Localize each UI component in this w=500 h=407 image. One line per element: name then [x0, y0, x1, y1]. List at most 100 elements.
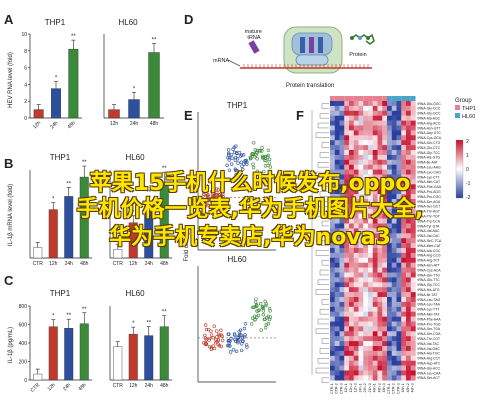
heatmap-cell	[410, 350, 416, 356]
heatmap-cell	[406, 375, 411, 381]
heatmap-cell	[344, 125, 350, 131]
heatmap-cell	[410, 331, 416, 337]
heatmap-cell	[410, 174, 416, 180]
heatmap-cell	[387, 135, 392, 141]
heatmap-cell	[387, 154, 392, 160]
heatmap-cell	[377, 297, 383, 303]
heatmap-cell	[401, 105, 407, 111]
heatmap-cell	[363, 110, 369, 116]
heatmap-cell	[406, 282, 411, 288]
heatmap-cell	[363, 267, 369, 273]
heatmap-cell	[377, 360, 383, 366]
heatmap-cell	[391, 301, 397, 307]
heatmap-cell	[387, 150, 392, 156]
panel-a-left-y-tick-label: 2	[24, 99, 27, 105]
heatmap-cell	[363, 301, 369, 307]
heatmap-cell	[344, 287, 350, 293]
heatmap-cell	[377, 375, 383, 381]
heatmap-cell	[401, 179, 407, 185]
panel-a-left-axes: 10 8 6 4 2 0 12h * 24h ** 48h	[21, 32, 82, 130]
true-significance-mark: **	[162, 310, 167, 316]
heatmap-cell	[358, 375, 364, 381]
heatmap-cell	[410, 179, 416, 185]
dendrogram-branch	[321, 299, 329, 305]
panel-a-ylabel: HEV RNA level (fold)	[8, 52, 14, 108]
heatmap-cell	[387, 336, 392, 342]
heatmap-cell	[363, 248, 369, 254]
heatmap-cell	[396, 164, 402, 170]
heatmap-cell	[363, 223, 369, 229]
panel-e-top-point	[241, 153, 246, 157]
heatmap-cell	[410, 101, 416, 107]
heatmap-cell	[396, 287, 402, 293]
heatmap-cell	[377, 223, 383, 229]
heatmap-cell	[382, 194, 388, 200]
heatmap-cell	[387, 179, 392, 185]
heatmap-cell	[339, 179, 345, 185]
dendrogram-branch	[321, 181, 329, 187]
panel-a-right-axes: 12h * 24h ** 48h	[103, 34, 164, 127]
heatmap-cell	[382, 316, 388, 322]
panel-b-left-title: THP1	[50, 153, 71, 162]
heatmap-cell	[387, 164, 392, 170]
heatmap-cell	[410, 346, 416, 352]
panel-e-bottom-plot	[197, 266, 276, 383]
panel-e-bottom-point	[234, 339, 238, 343]
heatmap-cell	[334, 306, 340, 312]
heatmap-cell	[349, 301, 354, 307]
heatmap-cell	[344, 370, 350, 376]
heatmap-cell	[391, 252, 397, 258]
heatmap-cell	[372, 346, 378, 352]
heatmap-cell	[410, 257, 416, 263]
heatmap-cell	[330, 346, 335, 352]
overlay-line-3: 华为手机专卖店,华为nova3	[109, 225, 391, 250]
panel-e-top-point	[216, 188, 221, 192]
heatmap-row-label: tRNA-Ser-CGA	[418, 332, 442, 336]
heatmap-cell	[396, 203, 402, 209]
heatmap-cell	[330, 365, 335, 371]
heatmap-cell	[406, 301, 411, 307]
heatmap-cell	[349, 145, 354, 151]
heatmap-cell	[363, 150, 369, 156]
heatmap-cell	[387, 360, 392, 366]
heatmap-cell	[396, 125, 402, 131]
heatmap-cell	[387, 213, 392, 219]
heatmap-cell	[387, 115, 392, 121]
panel-e-top-point	[210, 200, 214, 204]
heatmap-cell	[344, 336, 350, 342]
heatmap-row-label: tRNA-His-GTG	[418, 156, 441, 160]
heatmap-cell	[401, 194, 407, 200]
heatmap-cell	[372, 203, 378, 209]
heatmap-cell	[344, 316, 350, 322]
heatmap-cell	[377, 277, 383, 283]
heatmap-cell	[387, 282, 392, 288]
heatmap-column-label: CTR-3	[340, 383, 344, 394]
heatmap-cell	[410, 341, 416, 347]
heatmap-cell	[344, 154, 350, 160]
heatmap-row-label: tRNA-Val-CAC	[418, 234, 441, 238]
panel-e-bottom-point	[240, 348, 244, 353]
heatmap-cell	[406, 238, 411, 244]
heatmap-cell	[372, 306, 378, 312]
ribosome-small-subunit	[295, 54, 329, 66]
heatmap-cell	[330, 184, 335, 190]
heatmap-cell	[377, 218, 383, 224]
heatmap-row-label: tRNA-Val-TAC	[418, 342, 440, 346]
heatmap-cell	[334, 130, 340, 136]
heatmap-cell	[377, 179, 383, 185]
heatmap-cell	[363, 277, 369, 283]
heatmap-cell	[396, 213, 402, 219]
heatmap-cell	[349, 184, 354, 190]
heatmap-row-label: tRNA-Gly-TCC	[418, 283, 441, 287]
heatmap-cell	[334, 287, 340, 293]
heatmap-cell	[339, 321, 345, 327]
heatmap-cell	[334, 370, 340, 376]
heatmap-cell	[391, 355, 397, 361]
heatmap-row-label: tRNA-Phe-GAA	[418, 185, 442, 189]
heatmap-cell	[377, 174, 383, 180]
heatmap-cell	[353, 135, 359, 141]
heatmap-cell	[349, 238, 354, 244]
heatmap-cell	[410, 252, 416, 258]
panel-c-left-y-tick-label: 200	[19, 360, 28, 366]
panel-e-bottom-point	[226, 332, 231, 336]
